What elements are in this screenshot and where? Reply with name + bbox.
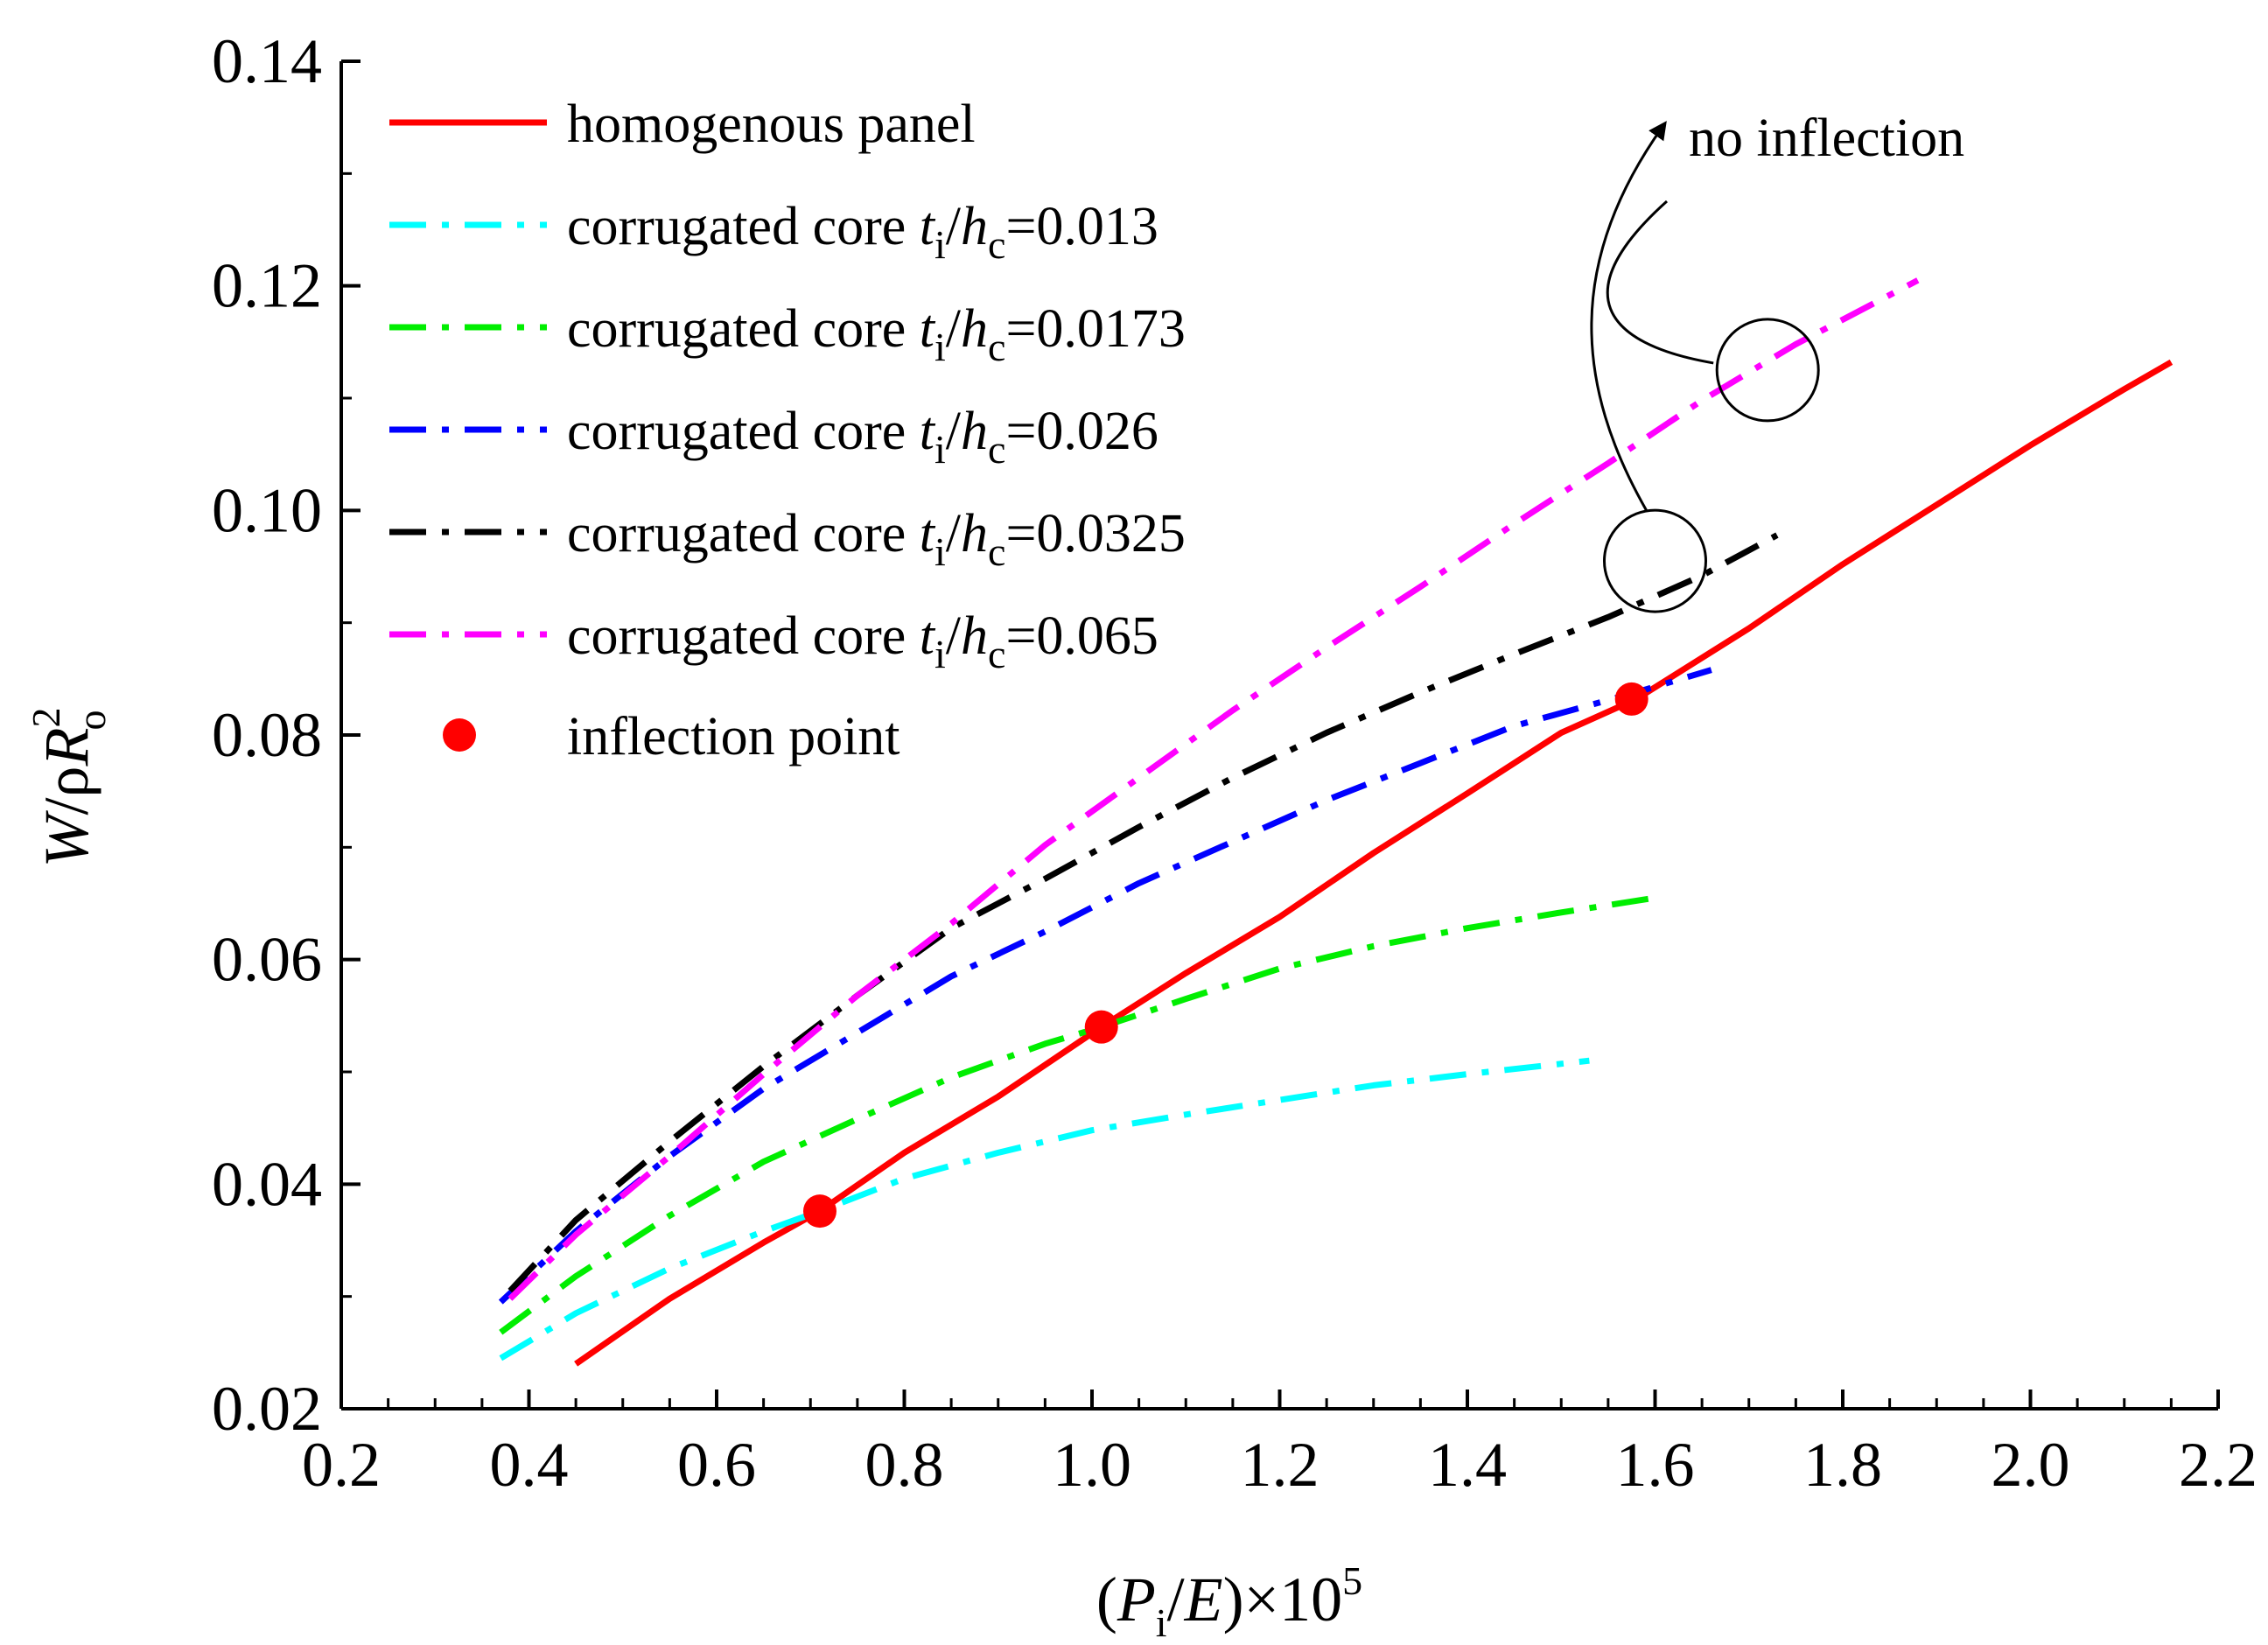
annotation-arrow xyxy=(1590,121,1667,511)
inflection-point-marker xyxy=(1614,682,1648,716)
y-tick-label: 0.10 xyxy=(212,475,322,545)
x-tick-label: 1.2 xyxy=(1241,1430,1320,1500)
x-axis-title: (Pi/E)×105 xyxy=(1096,1558,1362,1645)
legend-label-inflection: inflection point xyxy=(567,707,900,766)
plot-area: no inflection xyxy=(498,108,2174,1367)
legend: homogenous panel corrugated core ti/hc=0.… xyxy=(389,94,1186,766)
y-tick-label: 0.02 xyxy=(212,1374,322,1444)
annotation-text: no inflection xyxy=(1689,108,1964,168)
x-tick-label: 0.8 xyxy=(865,1430,944,1500)
y-tick-label: 0.04 xyxy=(212,1149,322,1219)
series-line-5 xyxy=(508,277,1920,1301)
x-tick-label: 0.6 xyxy=(677,1430,756,1500)
legend-label-1: corrugated core ti/hc=0.013 xyxy=(567,197,1158,267)
legend-label-2: corrugated core ti/hc=0.0173 xyxy=(567,299,1186,369)
legend-label-5: corrugated core ti/hc=0.065 xyxy=(567,606,1158,676)
annotation-circle xyxy=(1603,508,1707,613)
y-tick-label: 0.12 xyxy=(212,251,322,321)
x-tick-label: 2.2 xyxy=(2179,1430,2258,1500)
y-tick-label: 0.14 xyxy=(212,26,322,96)
series-line-2 xyxy=(499,894,1656,1335)
annotation-circle xyxy=(1715,318,1820,423)
x-tick-label: 0.4 xyxy=(490,1430,569,1500)
legend-label-3: corrugated core ti/hc=0.026 xyxy=(567,402,1158,472)
ticks-layer: 0.2 0.4 0.6 0.8 1.0 1.2 1.4 1.6 1.8 2.0 2.2 0.02 0.0… xyxy=(212,26,2258,1500)
x-tick-label: 0.2 xyxy=(302,1430,381,1500)
inflection-points-layer xyxy=(802,682,1648,1228)
annotation-layer: no inflection xyxy=(1590,108,1964,613)
series-line-4 xyxy=(508,532,1779,1293)
x-tick-label: 1.8 xyxy=(1803,1430,1882,1500)
x-tick-label: 1.0 xyxy=(1053,1430,1131,1500)
legend-swatch-inflection xyxy=(443,718,476,752)
legend-label-0: homogenous panel xyxy=(567,94,976,154)
x-tick-label: 1.4 xyxy=(1428,1430,1507,1500)
inflection-point-marker xyxy=(1084,1010,1118,1044)
x-tick-label: 1.6 xyxy=(1616,1430,1695,1500)
annotation-curve xyxy=(1606,200,1714,365)
y-axis-title: W/ρR2o xyxy=(24,708,114,868)
legend-label-4: corrugated core ti/hc=0.0325 xyxy=(567,504,1186,574)
y-tick-label: 0.08 xyxy=(212,700,322,770)
x-tick-label: 2.0 xyxy=(1992,1430,2070,1500)
inflection-point-marker xyxy=(802,1194,836,1228)
svg-text:W/ρR2o: W/ρR2o xyxy=(24,708,114,868)
series-line-1 xyxy=(499,1057,1590,1362)
y-tick-label: 0.06 xyxy=(212,925,322,995)
